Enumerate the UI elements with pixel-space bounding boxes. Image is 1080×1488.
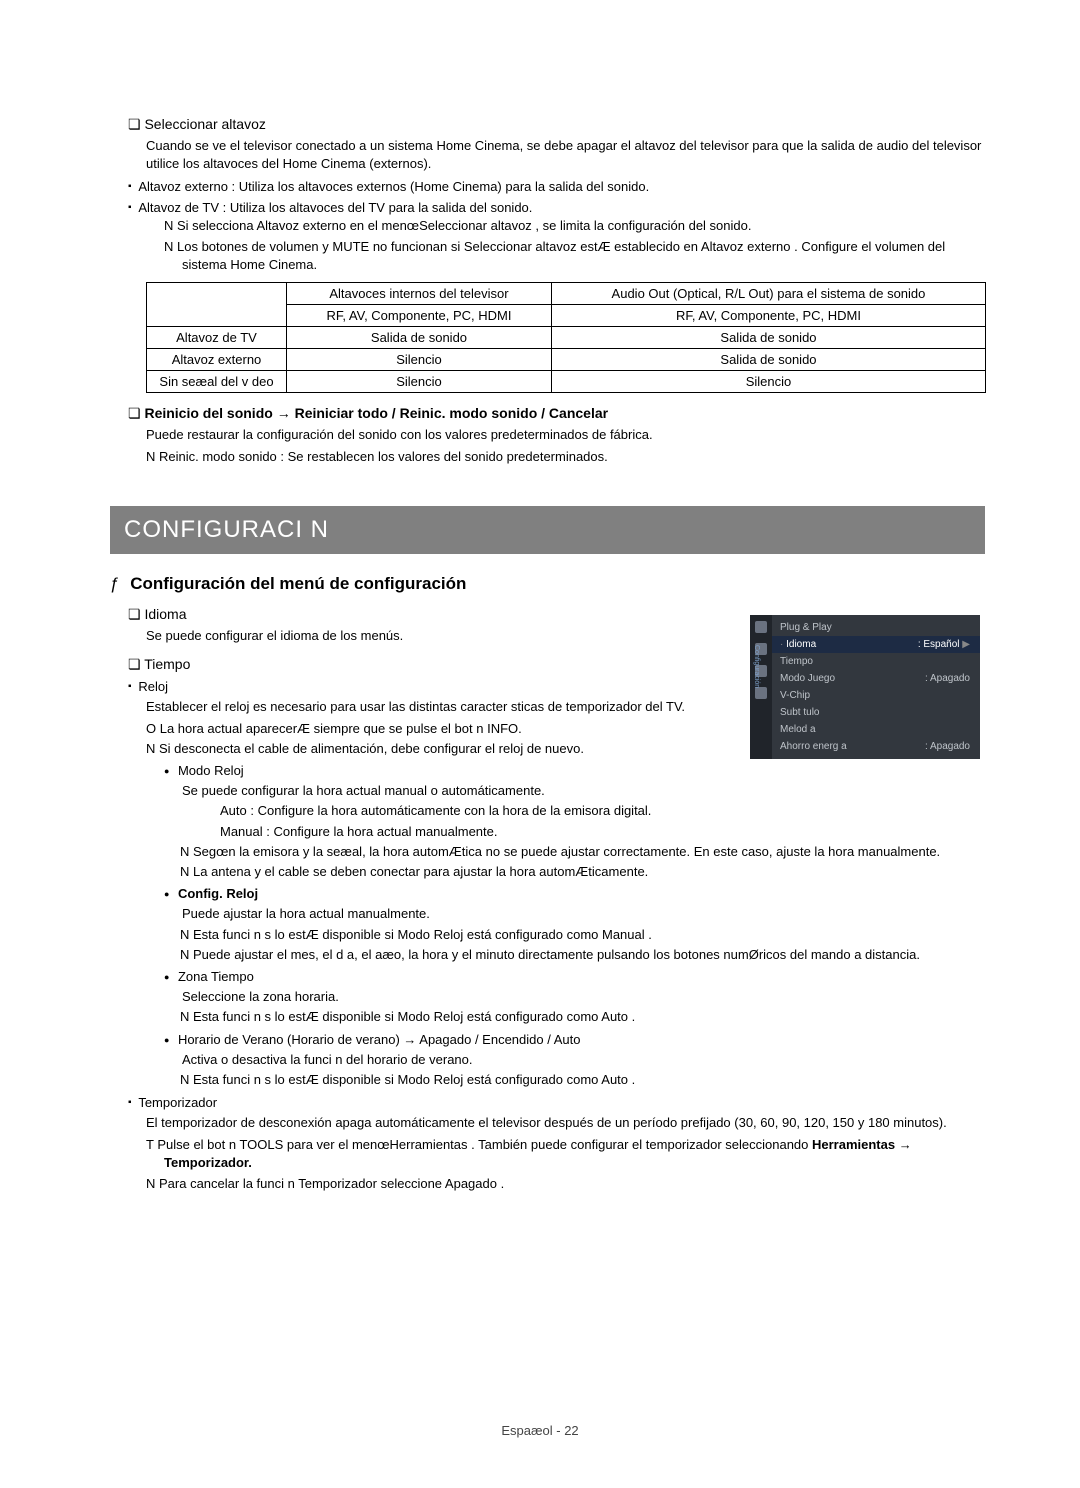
osd-row-juego[interactable]: Modo Juego: Apagado	[772, 670, 980, 687]
tv-speaker: Altavoz de TV : Utiliza los altavoces de…	[128, 200, 985, 215]
verano-desc: Activa o desactiva la funci n del horari…	[182, 1051, 985, 1069]
sub-2: RF, AV, Componente, PC, HDMI	[551, 304, 985, 326]
tools-text-a: T Pulse el bot n TOOLS para ver el menœH…	[146, 1137, 812, 1152]
osd-menu-panel: Configuración Plug & Play Idioma: Españo…	[750, 615, 980, 759]
n-antena: N La antena y el cable se deben conectar…	[198, 863, 985, 881]
th-internal: Altavoces internos del televisor	[287, 282, 552, 304]
config-reloj: Config. Reloj	[164, 885, 985, 903]
osd-row-idioma[interactable]: Idioma: Español ▶	[772, 636, 980, 653]
sound-reset-title: Reinicio del sonido → Reiniciar todo / R…	[128, 405, 985, 422]
osd-row-ahorro[interactable]: Ahorro energ a: Apagado	[772, 738, 980, 755]
modo-desc: Se puede configurar la hora actual manua…	[182, 782, 985, 800]
osd-row-vchip[interactable]: V-Chip	[772, 687, 980, 704]
osd-row-subtitle[interactable]: Subt tulo	[772, 704, 980, 721]
tools-line: T Pulse el bot n TOOLS para ver el menœH…	[164, 1136, 985, 1172]
osd-row-tiempo[interactable]: Tiempo	[772, 653, 980, 670]
osd-row-melodia[interactable]: Melod a	[772, 721, 980, 738]
note-1: N Si selecciona Altavoz externo en el me…	[182, 217, 985, 235]
n-numeric: N Puede ajustar el mes, el d a, el aæo, …	[198, 946, 985, 964]
r3c2: Silencio	[551, 370, 985, 392]
sub-1: RF, AV, Componente, PC, HDMI	[287, 304, 552, 326]
r2c2: Salida de sonido	[551, 348, 985, 370]
side-icon-1	[755, 621, 767, 633]
r3c1: Silencio	[287, 370, 552, 392]
speaker-intro: Cuando se ve el televisor conectado a un…	[146, 137, 985, 173]
config-reloj-desc: Puede ajustar la hora actual manualmente…	[182, 905, 985, 923]
page-footer: Espaæol - 22	[0, 1423, 1080, 1438]
r1c0: Altavoz de TV	[147, 326, 287, 348]
n-emisora: N Segœn la emisora y la seæal, la hora a…	[198, 843, 985, 861]
config-menu-heading: Configuración del menú de configuración	[110, 574, 985, 594]
r2c0: Altavoz externo	[147, 348, 287, 370]
zona-desc: Seleccione la zona horaria.	[182, 988, 985, 1006]
chevron-right-icon: ▶	[962, 639, 970, 650]
n-verano-auto: N Esta funci n s lo estÆ disponible si M…	[198, 1071, 985, 1089]
osd-rows: Plug & Play Idioma: Español ▶ Tiempo Mod…	[772, 615, 980, 759]
speaker-table: Altavoces internos del televisor Audio O…	[146, 282, 986, 393]
osd-side-label: Configuración	[753, 645, 760, 688]
r1c1: Salida de sonido	[287, 326, 552, 348]
n-cancel-temp: N Para cancelar la funci n Temporizador …	[164, 1175, 985, 1193]
note-2: N Los botones de volumen y MUTE no funci…	[182, 238, 985, 274]
reset-desc: Puede restaurar la configuración del son…	[146, 426, 985, 444]
ext-speaker: Altavoz externo : Utiliza los altavoces …	[128, 179, 985, 194]
zona-tiempo: Zona Tiempo	[164, 968, 985, 986]
reset-note: N Reinic. modo sonido : Se restablecen l…	[164, 448, 985, 466]
auto-line: Auto : Configure la hora automáticamente…	[220, 802, 985, 820]
config-section-bar: CONFIGURACI N	[110, 506, 985, 554]
r3c0: Sin seæal del v deo	[147, 370, 287, 392]
speaker-select-title: Seleccionar altavoz	[128, 116, 985, 133]
temporizador-label: Temporizador	[128, 1095, 985, 1110]
manual-line: Manual : Configure la hora actual manual…	[220, 823, 985, 841]
osd-row-plugplay[interactable]: Plug & Play	[772, 619, 980, 636]
r1c2: Salida de sonido	[551, 326, 985, 348]
modo-reloj: Modo Reloj	[164, 762, 985, 780]
th-audio-out: Audio Out (Optical, R/L Out) para el sis…	[551, 282, 985, 304]
horario-verano: Horario de Verano (Horario de verano) → …	[164, 1031, 985, 1049]
temporizador-desc: El temporizador de desconexión apaga aut…	[146, 1114, 985, 1132]
r2c1: Silencio	[287, 348, 552, 370]
n-manual-only: N Esta funci n s lo estÆ disponible si M…	[198, 926, 985, 944]
side-icon-4	[755, 687, 767, 699]
n-zona-auto: N Esta funci n s lo estÆ disponible si M…	[198, 1008, 985, 1026]
osd-side: Configuración	[750, 615, 772, 759]
